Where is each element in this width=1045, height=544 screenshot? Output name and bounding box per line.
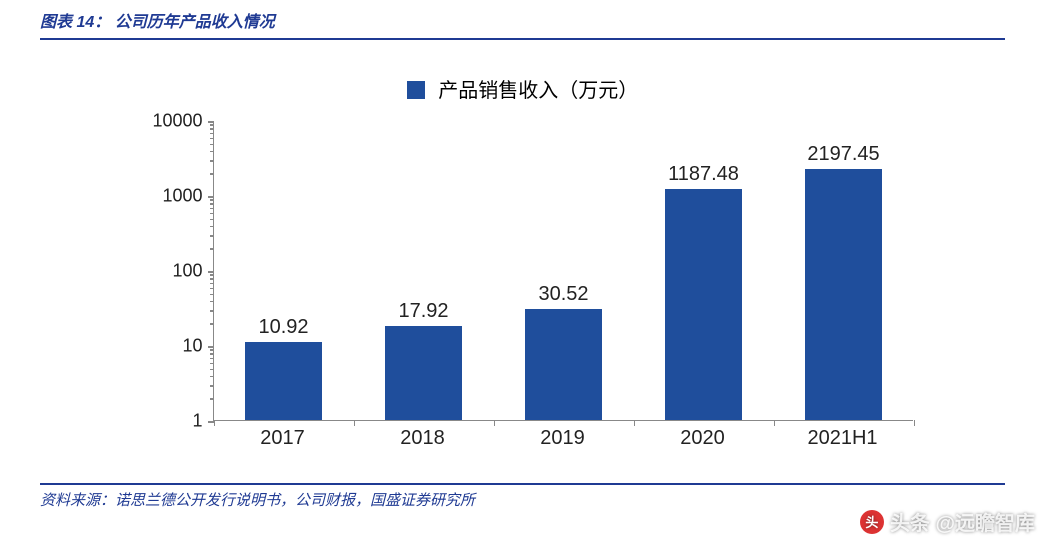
watermark-badge-icon: 头 bbox=[860, 510, 884, 534]
y-minor-tick bbox=[210, 144, 214, 146]
x-axis-label: 2017 bbox=[213, 427, 353, 450]
y-minor-tick bbox=[210, 353, 214, 355]
y-minor-tick bbox=[210, 376, 214, 378]
y-minor-tick bbox=[210, 173, 214, 175]
y-minor-tick bbox=[210, 213, 214, 215]
y-tick-label: 10000 bbox=[113, 111, 203, 132]
y-minor-tick bbox=[210, 235, 214, 237]
bar bbox=[385, 326, 462, 420]
bar-value-label: 1187.48 bbox=[634, 163, 774, 186]
y-minor-tick bbox=[210, 278, 214, 280]
legend-label: 产品销售收入（万元） bbox=[438, 80, 638, 102]
chart-title: 图表 14： 公司历年产品收入情况 bbox=[40, 8, 1005, 36]
y-tick-mark bbox=[208, 121, 214, 123]
y-minor-tick bbox=[210, 203, 214, 205]
bar bbox=[665, 189, 742, 420]
y-minor-tick bbox=[210, 385, 214, 387]
y-minor-tick bbox=[210, 358, 214, 360]
y-minor-tick bbox=[210, 294, 214, 296]
title-divider bbox=[40, 38, 1005, 40]
y-minor-tick bbox=[210, 151, 214, 153]
y-minor-tick bbox=[210, 310, 214, 312]
watermark: 头 头条 @远瞻智库 bbox=[860, 507, 1035, 536]
footer-divider bbox=[40, 483, 1005, 485]
y-minor-tick bbox=[210, 138, 214, 140]
y-minor-tick bbox=[210, 219, 214, 221]
legend: 产品销售收入（万元） bbox=[40, 74, 1005, 103]
x-tick-mark bbox=[214, 420, 216, 426]
page-root: 图表 14： 公司历年产品收入情况 产品销售收入（万元） 10.9217.923… bbox=[0, 0, 1045, 544]
bar-value-label: 2197.45 bbox=[774, 143, 914, 166]
y-tick-mark bbox=[208, 271, 214, 273]
y-minor-tick bbox=[210, 208, 214, 210]
y-minor-tick bbox=[210, 369, 214, 371]
x-axis-label: 2021H1 bbox=[773, 427, 913, 450]
y-minor-tick bbox=[210, 199, 214, 201]
bar-chart: 10.9217.9230.52 1187.482197.45 1 10 100 1000… bbox=[113, 121, 933, 471]
y-minor-tick bbox=[210, 248, 214, 250]
y-tick-label: 1000 bbox=[113, 186, 203, 207]
plot-area: 10.9217.9230.52 1187.482197.45 bbox=[213, 121, 913, 421]
x-tick-mark bbox=[914, 420, 916, 426]
y-tick-label: 100 bbox=[113, 261, 203, 282]
y-minor-tick bbox=[210, 160, 214, 162]
x-tick-mark bbox=[354, 420, 356, 426]
y-minor-tick bbox=[210, 349, 214, 351]
bar bbox=[525, 309, 602, 420]
bar-value-label: 17.92 bbox=[354, 300, 494, 323]
bar bbox=[245, 342, 322, 420]
chart-title-prefix: 图表 14： bbox=[40, 14, 110, 31]
y-minor-tick bbox=[210, 301, 214, 303]
x-axis-label: 2020 bbox=[633, 427, 773, 450]
bar-value-label: 30.52 bbox=[494, 283, 634, 306]
bar bbox=[805, 169, 882, 420]
x-tick-mark bbox=[494, 420, 496, 426]
y-tick-mark bbox=[208, 346, 214, 348]
y-tick-label: 1 bbox=[113, 411, 203, 432]
x-axis-label: 2018 bbox=[353, 427, 493, 450]
y-minor-tick bbox=[210, 124, 214, 126]
y-minor-tick bbox=[210, 288, 214, 290]
y-minor-tick bbox=[210, 226, 214, 228]
x-tick-mark bbox=[634, 420, 636, 426]
y-minor-tick bbox=[210, 133, 214, 135]
y-minor-tick bbox=[210, 283, 214, 285]
y-minor-tick bbox=[210, 274, 214, 276]
y-minor-tick bbox=[210, 398, 214, 400]
y-minor-tick bbox=[210, 128, 214, 130]
x-tick-mark bbox=[774, 420, 776, 426]
bar-value-label: 10.92 bbox=[214, 316, 354, 339]
y-tick-label: 10 bbox=[113, 336, 203, 357]
legend-swatch bbox=[407, 81, 425, 99]
y-tick-mark bbox=[208, 196, 214, 198]
y-minor-tick bbox=[210, 363, 214, 365]
x-axis-label: 2019 bbox=[493, 427, 633, 450]
chart-title-text: 公司历年产品收入情况 bbox=[115, 14, 275, 31]
watermark-text: 头条 @远瞻智库 bbox=[890, 507, 1035, 536]
